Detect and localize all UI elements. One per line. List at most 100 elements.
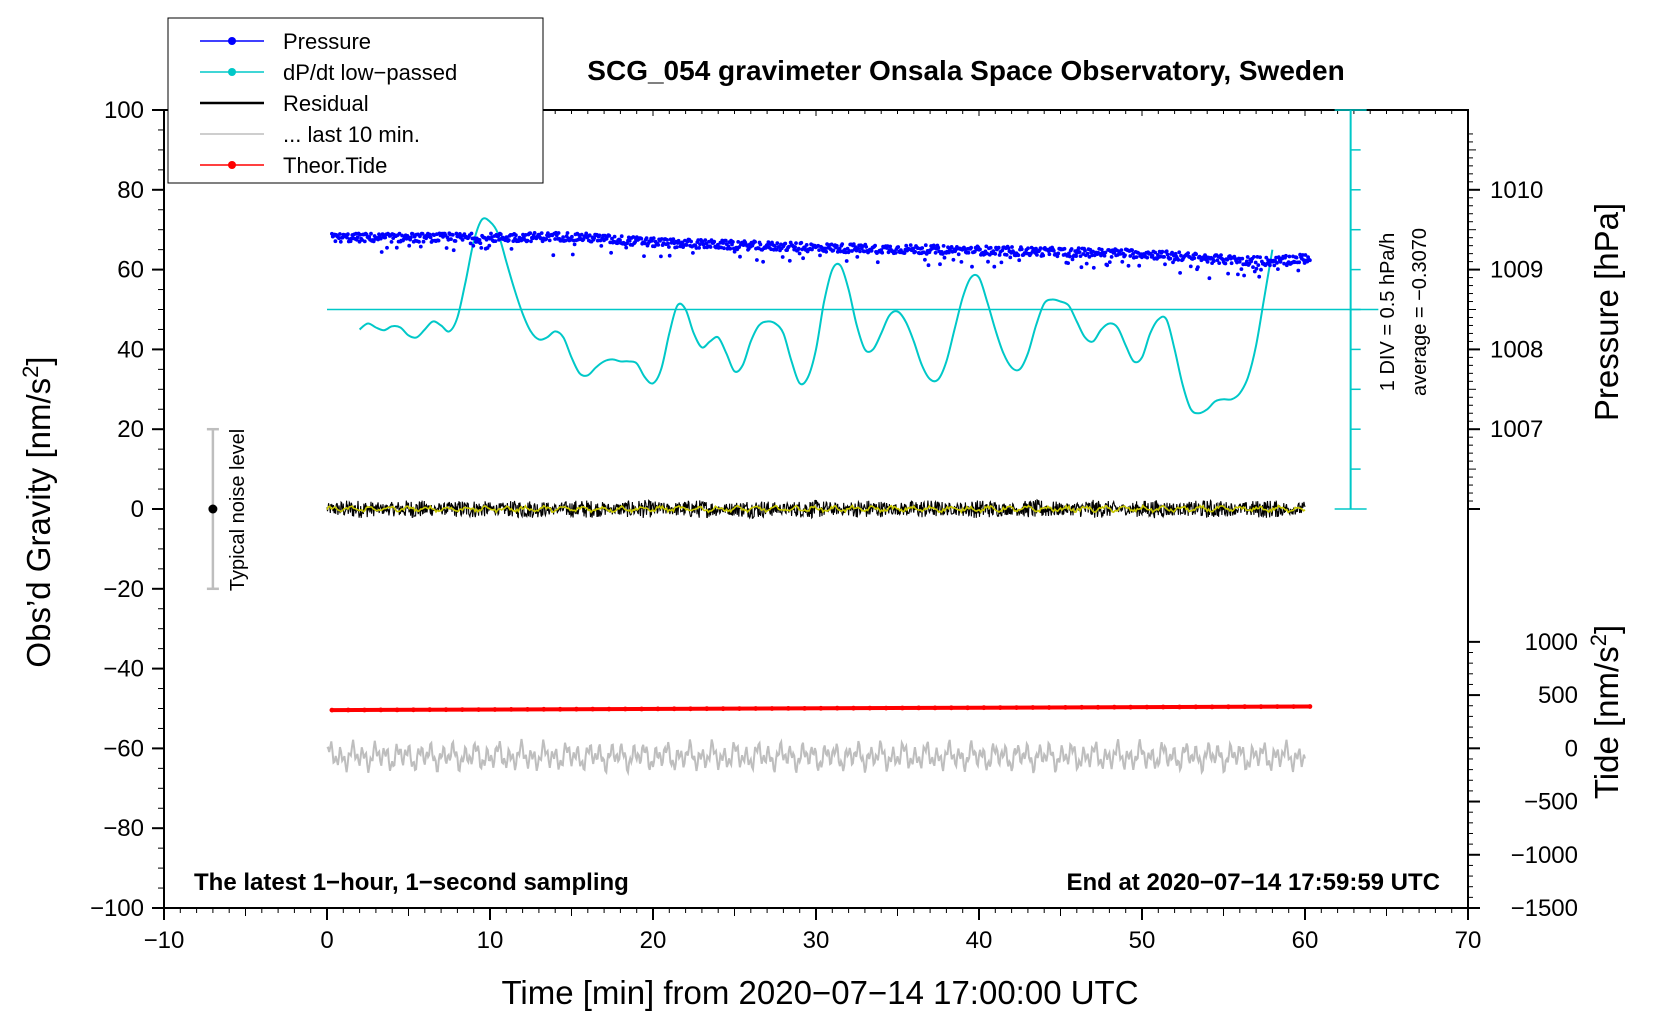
pressure-point <box>394 245 399 250</box>
y-axis-ticks: 100 80 60 40 20 0 −20 −40 −60 −80 −100 <box>90 97 164 922</box>
pressure-point <box>913 249 917 254</box>
tide-axis-label-sup: 2 <box>1586 634 1611 646</box>
pressure-point <box>1196 265 1200 269</box>
pressure-point <box>1245 255 1250 259</box>
pressure-point <box>671 237 676 242</box>
chart-annotations <box>206 109 1379 591</box>
pressure-point <box>565 231 570 235</box>
chart-series <box>326 217 1313 777</box>
pressure-point <box>1207 276 1212 281</box>
x-tick-label: 20 <box>640 927 667 954</box>
pressure-point <box>1229 261 1234 266</box>
y-tick-label: 0 <box>131 496 144 523</box>
x-axis-ticks: −10 0 10 20 30 40 50 60 70 <box>144 110 1481 954</box>
pressure-point <box>708 245 713 249</box>
pressure-point <box>732 249 737 254</box>
pressure-point <box>753 240 757 244</box>
pressure-point <box>783 241 788 246</box>
pressure-point <box>1062 246 1067 251</box>
legend-box <box>167 17 544 184</box>
pressure-point <box>1126 263 1131 268</box>
tide-point <box>671 706 677 712</box>
pressure-point <box>436 238 441 243</box>
pressure-point <box>338 232 342 236</box>
tide-point <box>1079 704 1085 710</box>
pressure-point <box>893 251 898 255</box>
pressure-point <box>1244 259 1249 264</box>
pressure-point <box>1259 267 1263 272</box>
tide-axis-label-end: ] <box>1588 625 1625 634</box>
pressure-point <box>712 239 717 244</box>
pressure-point <box>1165 252 1170 257</box>
tide-tick-label: −1500 <box>1511 895 1578 922</box>
pressure-point <box>619 234 624 239</box>
tide-point <box>1128 704 1133 710</box>
pressure-point <box>378 236 383 241</box>
pressure-point <box>451 248 456 253</box>
pressure-point <box>984 244 989 249</box>
pressure-point <box>1212 259 1216 263</box>
tide-markers <box>329 704 1313 713</box>
pressure-point <box>643 241 647 246</box>
pressure-point <box>731 240 735 244</box>
pressure-point <box>479 246 484 250</box>
pressure-point <box>1173 251 1178 256</box>
tide-point <box>1307 704 1313 709</box>
pressure-point <box>469 231 474 236</box>
pressure-tick-label: 1010 <box>1490 177 1543 204</box>
pressure-point <box>1016 253 1021 258</box>
pressure-point <box>851 242 856 247</box>
pressure-point <box>959 260 964 264</box>
pressure-point <box>736 240 741 244</box>
pressure-point <box>817 248 821 253</box>
pressure-point <box>902 251 907 256</box>
pressure-point <box>991 249 996 254</box>
pressure-point <box>1123 253 1127 258</box>
pressure-point <box>824 249 829 254</box>
pressure-point <box>738 254 742 259</box>
pressure-point <box>615 241 620 246</box>
tide-point <box>769 706 775 711</box>
pressure-point <box>869 248 874 253</box>
chart-title: SCG_054 gravimeter Onsala Space Observat… <box>587 55 1344 86</box>
tide-tick-label: 0 <box>1565 735 1578 762</box>
tide-axis-ticks: 1000 500 0 −500 −1000 −1500 <box>1468 629 1578 922</box>
tide-point <box>329 707 335 713</box>
pressure-point <box>941 244 946 248</box>
tide-point <box>997 705 1003 710</box>
pressure-point <box>970 264 974 269</box>
pressure-point <box>1038 246 1043 251</box>
average-label: average = −0.3070 <box>1409 228 1431 396</box>
pressure-point <box>1219 253 1223 257</box>
pressure-point <box>864 245 869 249</box>
pressure-point <box>1284 253 1288 258</box>
pressure-point <box>774 247 779 252</box>
pressure-point <box>896 245 901 249</box>
tide-point <box>411 707 416 713</box>
tide-point <box>720 706 726 712</box>
tide-point <box>1274 704 1280 709</box>
pressure-point <box>595 238 600 243</box>
pressure-point <box>844 259 849 263</box>
pressure-point <box>908 243 913 248</box>
tide-point <box>981 705 987 711</box>
pressure-point <box>856 246 861 251</box>
pressure-point <box>818 253 822 258</box>
pressure-point <box>1051 248 1056 253</box>
y-tick-label: 100 <box>104 97 144 124</box>
pressure-point <box>599 244 604 248</box>
pressure-point <box>966 250 971 255</box>
pressure-point <box>1192 256 1197 260</box>
pressure-point <box>1078 254 1083 258</box>
pressure-point <box>547 238 552 243</box>
pressure-point <box>888 244 893 249</box>
pressure-point <box>875 260 880 265</box>
tide-point <box>1014 705 1019 710</box>
pressure-point <box>1168 256 1173 261</box>
pressure-point <box>1278 260 1283 264</box>
tide-point <box>965 705 970 711</box>
pressure-point <box>904 243 909 248</box>
tide-point <box>427 707 433 713</box>
pressure-point <box>410 232 415 236</box>
